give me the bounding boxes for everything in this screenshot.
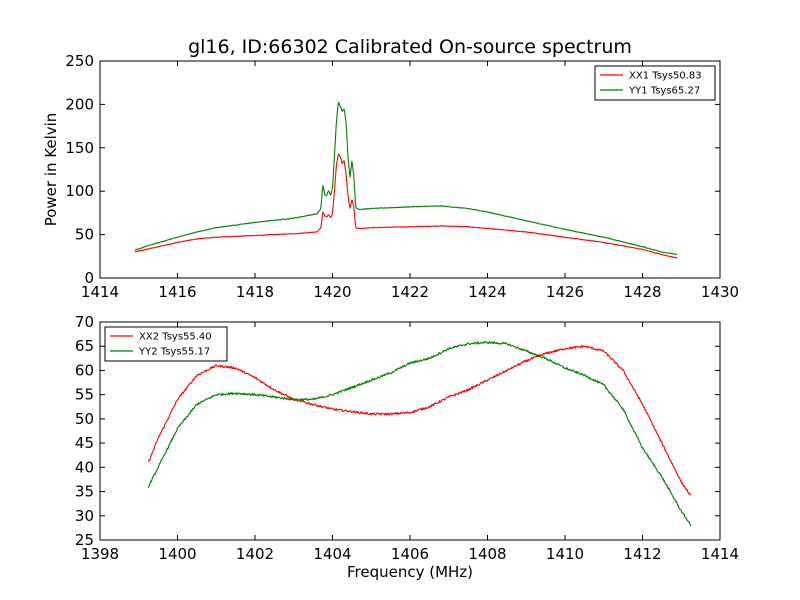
legend-label: YY2 Tsys55.17: [138, 347, 210, 358]
legend-label: XX1 Tsys50.83: [629, 71, 702, 82]
y-tick-label: 25: [75, 531, 94, 549]
figure-title: gl16, ID:66302 Calibrated On-source spec…: [188, 36, 632, 58]
legend-label: YY1 Tsys65.27: [628, 86, 700, 97]
x-tick-label: 1430: [701, 283, 739, 301]
x-tick-label: 1406: [391, 545, 429, 563]
y-tick-label: 200: [65, 95, 94, 113]
bottom-spectrum-panel: 1398 1400 1402 1404 1406 1408 1410 1412 1414 25 30…: [75, 313, 739, 563]
y-tick-label: 40: [75, 458, 94, 476]
y-tick-label: 55: [75, 386, 94, 404]
x-tick-label: 1424: [468, 283, 506, 301]
legend-label: XX2 Tsys55.40: [139, 332, 212, 343]
y-tick-label: 70: [75, 313, 94, 331]
x-tick-label: 1402: [236, 545, 274, 563]
y-tick-label: 45: [75, 434, 94, 452]
series-line-1: [147, 345, 692, 496]
x-tick-label: 1422: [391, 283, 429, 301]
x-tick-label: 1408: [468, 545, 506, 563]
x-tick-label: 1428: [623, 283, 661, 301]
x-tick-label: 1426: [546, 283, 584, 301]
y-tick-label: 60: [75, 361, 94, 379]
series-line-2: [147, 341, 692, 527]
x-axis-label: Frequency (MHz): [347, 563, 473, 581]
y-tick-label: 0: [84, 269, 94, 287]
legend-box: [594, 65, 716, 101]
y-tick-label: 30: [75, 507, 94, 525]
y-tick-label: 250: [65, 52, 94, 70]
x-tick-label: 1398: [81, 545, 119, 563]
y-tick-label: 100: [65, 182, 94, 200]
series-line-1: [134, 153, 678, 259]
x-tick-label: 1418: [236, 283, 274, 301]
legend-box: [104, 326, 228, 362]
x-tick-label: 1414: [81, 283, 119, 301]
y-tick-label: 50: [75, 410, 94, 428]
x-tick-label: 1410: [546, 545, 584, 563]
top-spectrum-panel: 1414 1416 1418 1420 1422 1424 1426 1428 1430 0 50 1…: [42, 52, 739, 301]
y-tick-label: 35: [75, 483, 94, 501]
y-tick-label: 50: [75, 226, 94, 244]
y-tick-label: 150: [65, 139, 94, 157]
y-axis-label: Power in Kelvin: [42, 113, 60, 227]
series-line-2: [134, 101, 678, 256]
x-tick-label: 1420: [313, 283, 351, 301]
x-tick-label: 1400: [158, 545, 196, 563]
x-tick-label: 1414: [701, 545, 739, 563]
y-tick-label: 65: [75, 337, 94, 355]
x-tick-label: 1412: [623, 545, 661, 563]
x-tick-label: 1416: [158, 283, 196, 301]
x-tick-label: 1404: [313, 545, 351, 563]
